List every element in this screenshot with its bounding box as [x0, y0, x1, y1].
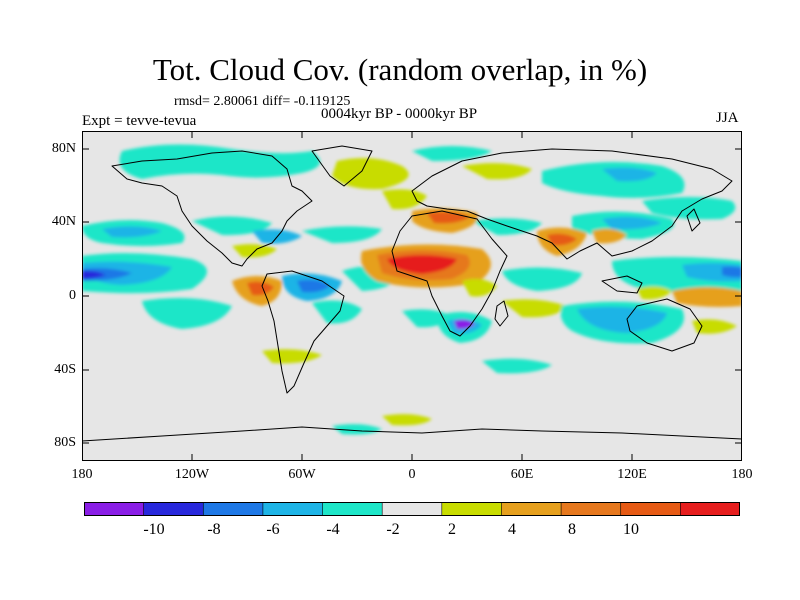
colorbar-swatch — [680, 502, 740, 516]
coast-madagascar — [494, 300, 509, 327]
lon-tick-label: 120W — [174, 467, 210, 482]
field-southern-ocean-1 — [262, 349, 322, 364]
coast-south-america — [261, 270, 345, 394]
coast-eurasia — [411, 148, 733, 260]
colorbar-label: 10 — [623, 521, 639, 538]
coast-antarctica — [82, 426, 742, 442]
field-southern-ocean-3 — [382, 414, 432, 426]
field-siberia-core — [602, 167, 657, 182]
field-north-atlantic — [382, 189, 427, 210]
colorbar-swatch — [620, 502, 681, 516]
field-sahel-core — [387, 255, 457, 274]
colorbar-label: -8 — [207, 521, 221, 538]
field-us-west — [192, 216, 272, 236]
coastlines — [82, 145, 742, 442]
field-central-america-core — [247, 281, 274, 296]
field-atlantic-n — [302, 226, 382, 243]
colorbar-swatch — [441, 502, 502, 516]
colorbar-swatch — [84, 502, 145, 516]
colorbar-swatch — [143, 502, 204, 516]
lon-tick-label: 180 — [71, 467, 93, 482]
field-central-asia — [472, 218, 542, 235]
coast-africa — [391, 210, 508, 337]
field-india-core — [547, 233, 577, 246]
map-plot — [82, 131, 742, 461]
colorbar-swatch — [561, 502, 622, 516]
field-west-atlantic-warm — [232, 244, 277, 258]
experiment-label: Expt = tevve-tevua — [82, 113, 197, 129]
colorbar-label: -4 — [326, 521, 340, 538]
lat-tick-label: 80N — [51, 141, 76, 156]
season-label: JJA — [716, 110, 739, 126]
lon-tick-label: 60W — [288, 467, 316, 482]
colorbar-label: -10 — [143, 521, 165, 538]
lat-tick-label: 80S — [54, 435, 76, 450]
field-south-pacific — [142, 297, 232, 329]
colorbar-label: 4 — [508, 521, 516, 538]
colorbar-border — [84, 502, 740, 516]
colorbar-label: 8 — [568, 521, 576, 538]
lon-tick-label: 120E — [617, 467, 647, 482]
colorbar-swatch — [322, 502, 383, 516]
coast-japan — [686, 208, 701, 232]
stats-label: rmsd= 2.80061 diff= -0.119125 — [174, 94, 351, 109]
colorbar-swatch — [262, 502, 324, 516]
field-north-pacific-core — [102, 226, 162, 238]
lat-tick-label: 40N — [51, 214, 76, 229]
field-north-pacific — [642, 197, 736, 220]
lat-tick-label: 40S — [54, 362, 76, 377]
field-southern-ocean-2 — [482, 358, 552, 374]
coast-indonesia — [601, 275, 643, 294]
field-east-europe — [462, 163, 532, 180]
field-scandinavia — [412, 146, 492, 161]
field-south-pacific-e — [692, 319, 737, 334]
coast-greenland — [311, 145, 373, 187]
field-china-core — [602, 216, 662, 230]
cloud-anomaly-fields — [82, 144, 742, 435]
lon-tick-label: 180 — [731, 467, 753, 482]
coast-australia — [626, 298, 703, 352]
colorbar-swatch — [203, 502, 264, 516]
field-west-pacific-peak — [722, 266, 742, 278]
colorbar-label: -6 — [266, 521, 280, 538]
colorbar-label: 2 — [448, 521, 456, 538]
map-title: Tot. Cloud Cov. (random overlap, in %) — [152, 52, 648, 87]
field-arctic-america — [119, 144, 320, 179]
axis-ticks — [82, 131, 742, 461]
field-south-america-e — [312, 300, 362, 324]
field-indian-ocean-n — [502, 267, 582, 291]
colorbar-swatch — [501, 502, 562, 516]
field-indian-ocean-s — [502, 299, 567, 318]
lon-tick-label: 60E — [510, 467, 534, 482]
lat-tick-label: 0 — [69, 288, 76, 303]
colorbar-swatch — [382, 502, 443, 516]
field-greenland — [332, 157, 409, 190]
coast-north-america — [111, 150, 313, 267]
field-se-asia — [592, 228, 627, 244]
field-east-africa — [462, 278, 497, 297]
colorbar-label: -2 — [386, 521, 400, 538]
lon-tick-label: 0 — [408, 467, 416, 482]
field-amazon-core — [297, 279, 330, 293]
field-southern-ocean-4 — [332, 424, 382, 435]
field-australia-core — [577, 306, 667, 333]
field-maritime — [637, 286, 672, 300]
field-eq-pacific-peak — [82, 270, 106, 279]
field-warm-pool — [672, 287, 742, 307]
colorbar — [84, 502, 740, 516]
period-label: 0004kyr BP - 0000kyr BP — [321, 106, 478, 122]
